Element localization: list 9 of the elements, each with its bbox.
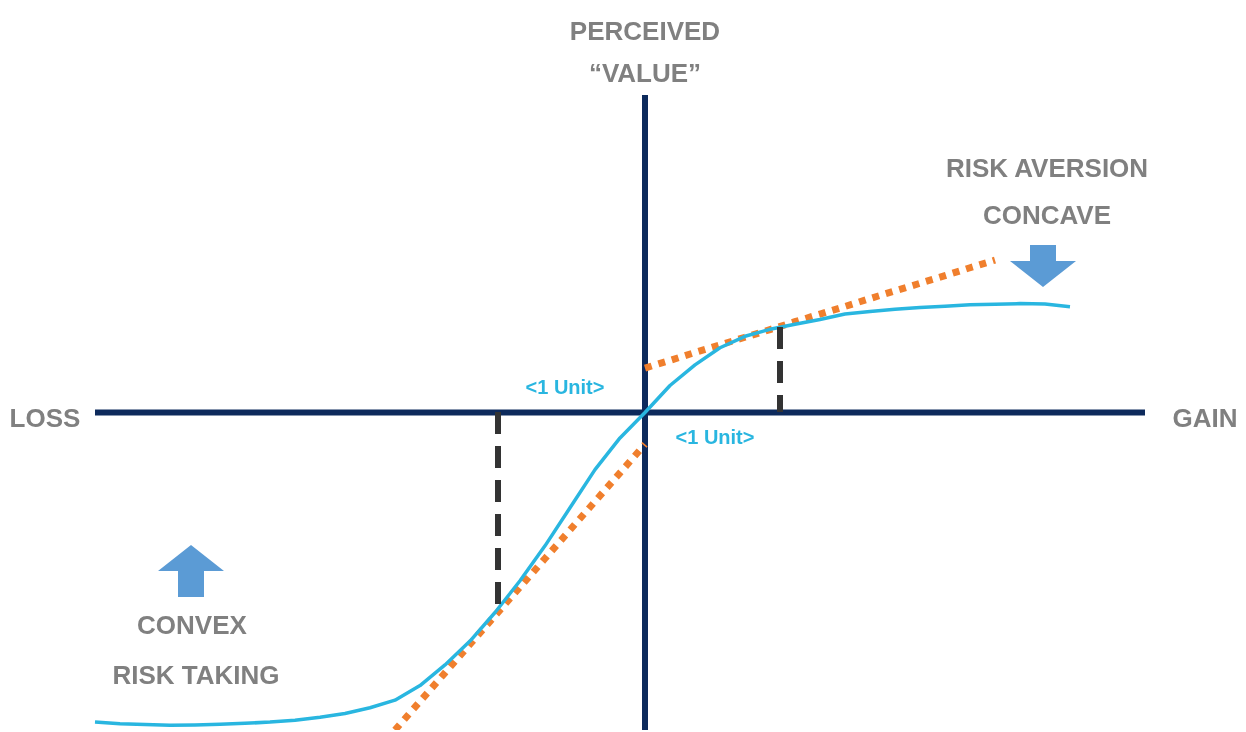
annotation: <1 Unit> [675, 425, 755, 449]
annotation: <1 Unit> [525, 375, 605, 399]
text: CONCAVE [982, 199, 1112, 231]
annotation: RISK TAKING [112, 659, 280, 691]
text: GAIN [1172, 402, 1238, 434]
annotation: CONVEX [137, 609, 247, 641]
text: RISK AVERSION [945, 152, 1149, 184]
text: PERCEIVED “VALUE” [568, 15, 722, 90]
text: LOSS [9, 402, 81, 434]
